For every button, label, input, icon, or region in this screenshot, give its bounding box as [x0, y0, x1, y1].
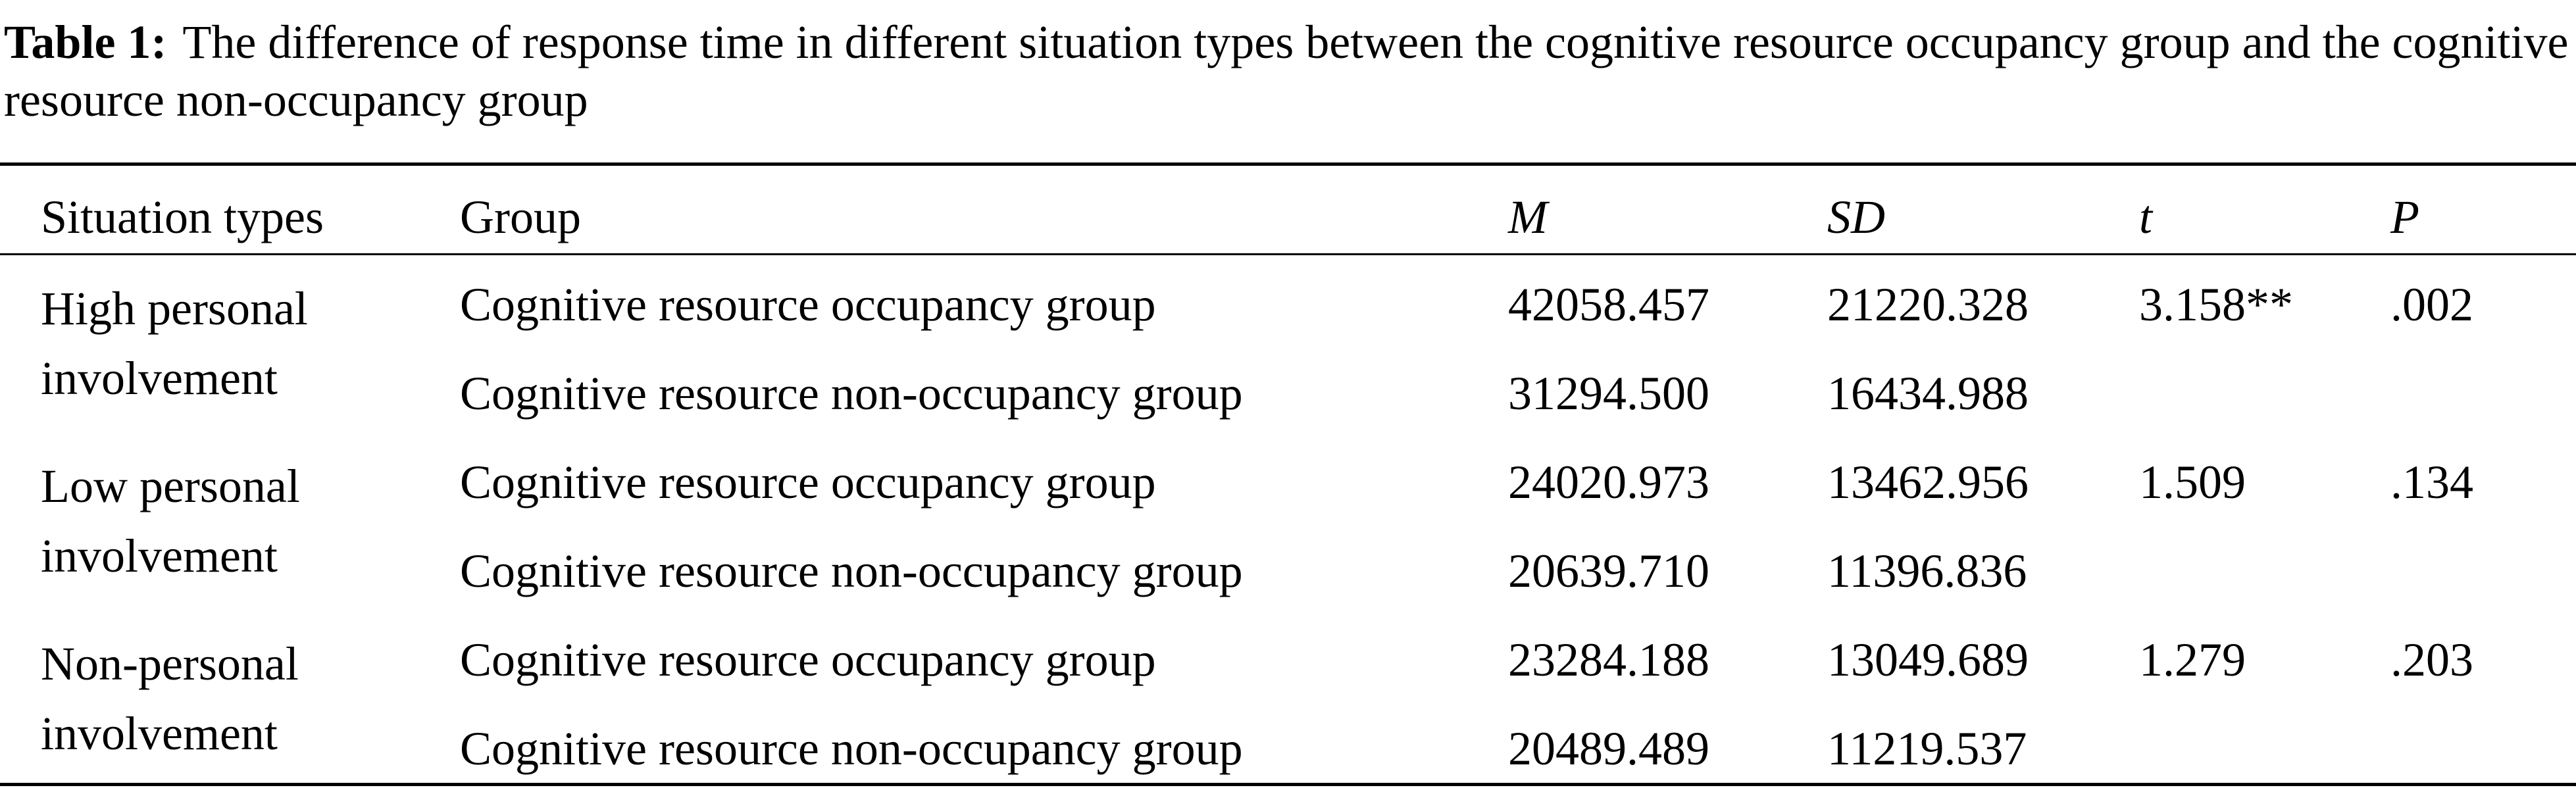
group-cell: Cognitive resource occupancy group: [460, 456, 1156, 509]
column-header: M: [1508, 191, 1548, 243]
value-cell: 11219.537: [1827, 722, 2027, 775]
column-header: P: [2390, 191, 2419, 243]
value-cell: 20639.710: [1508, 545, 1709, 597]
column-header: SD: [1827, 191, 1885, 243]
column-header: Group: [460, 191, 581, 243]
header-rule: [0, 253, 2576, 255]
value-cell: 13462.956: [1827, 456, 2029, 509]
situation-type: Non-personal involvement: [41, 637, 299, 760]
situation-type: Low personal involvement: [41, 460, 300, 582]
caption-text: The difference of response time in diffe…: [4, 16, 2569, 126]
value-cell: 31294.500: [1508, 367, 1709, 420]
value-cell: 1.509: [2139, 456, 2246, 509]
caption-label: Table 1:: [4, 16, 167, 68]
column-header: t: [2139, 191, 2153, 243]
value-cell: 23284.188: [1508, 633, 1709, 686]
value-cell: 3.158**: [2139, 278, 2293, 331]
value-cell: .002: [2390, 278, 2473, 331]
value-cell: 21220.328: [1827, 278, 2029, 331]
group-cell: Cognitive resource non-occupancy group: [460, 722, 1243, 775]
value-cell: 13049.689: [1827, 633, 2029, 686]
group-cell: Cognitive resource non-occupancy group: [460, 545, 1243, 597]
situation-type: High personal involvement: [41, 282, 308, 405]
value-cell: .203: [2390, 633, 2473, 686]
table-caption: Table 1: The difference of response time …: [4, 13, 2573, 129]
top-rule: [0, 162, 2576, 166]
value-cell: 11396.836: [1827, 545, 2027, 597]
bottom-rule: [0, 783, 2576, 786]
group-cell: Cognitive resource non-occupancy group: [460, 367, 1243, 420]
value-cell: .134: [2390, 456, 2473, 509]
group-cell: Cognitive resource occupancy group: [460, 633, 1156, 686]
group-cell: Cognitive resource occupancy group: [460, 278, 1156, 331]
value-cell: 16434.988: [1827, 367, 2029, 420]
value-cell: 24020.973: [1508, 456, 1709, 509]
value-cell: 1.279: [2139, 633, 2246, 686]
value-cell: 20489.489: [1508, 722, 1709, 775]
column-header: Situation types: [41, 191, 324, 243]
value-cell: 42058.457: [1508, 278, 1709, 331]
